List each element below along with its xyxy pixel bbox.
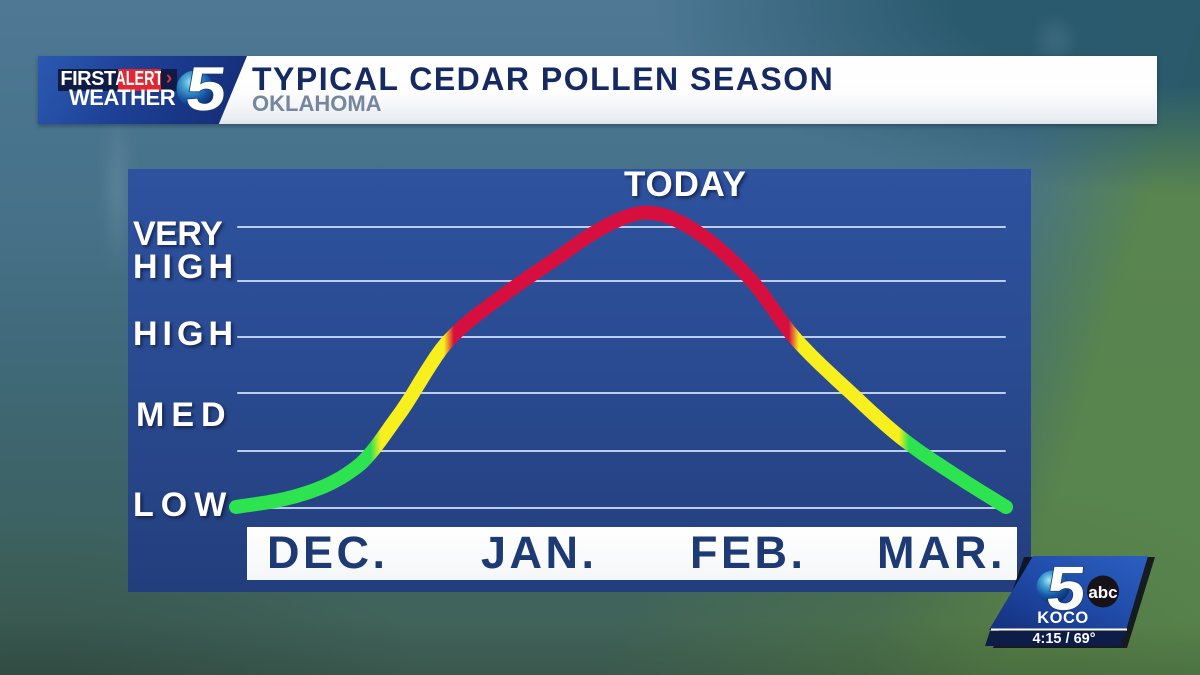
svg-text:KOCO: KOCO (1037, 609, 1089, 627)
svg-text:5: 5 (183, 58, 230, 124)
svg-text:5: 5 (1043, 553, 1089, 623)
svg-text:abc: abc (1088, 583, 1117, 602)
svg-text:4:15 / 69°: 4:15 / 69° (1032, 631, 1095, 647)
